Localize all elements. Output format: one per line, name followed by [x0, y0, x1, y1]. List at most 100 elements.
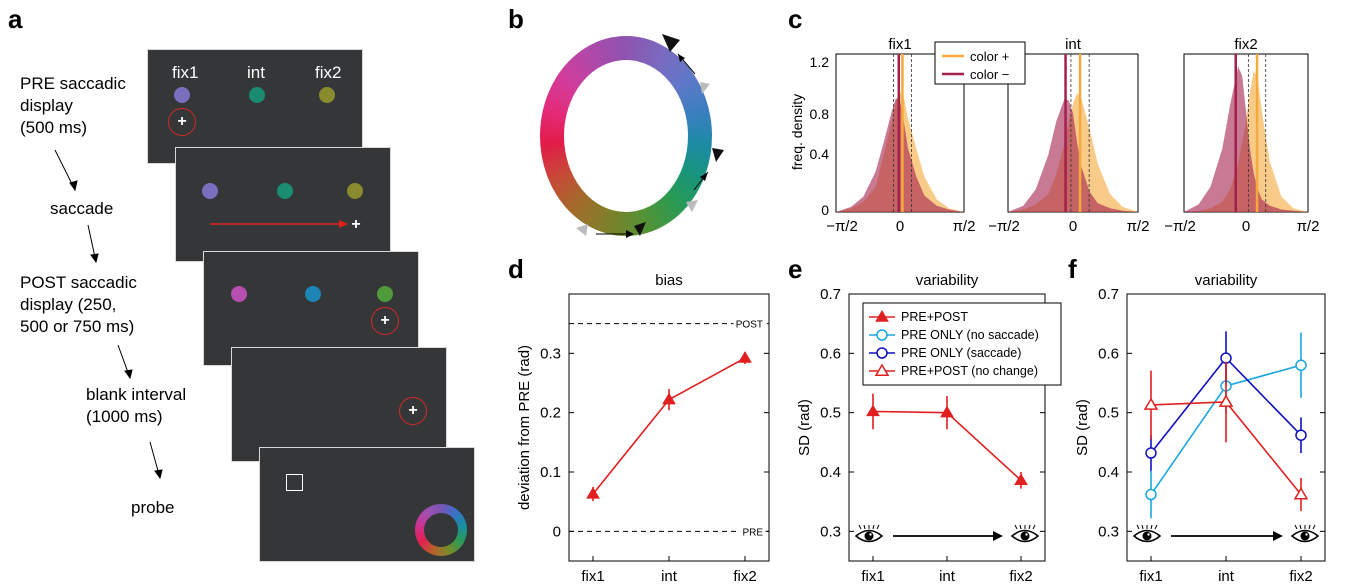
legend-entry: PRE ONLY (no saccade) — [901, 328, 1039, 342]
screen-pre-display: fix1 int fix2 + — [147, 49, 363, 164]
subplot-title: fix1 — [888, 36, 911, 53]
ytick-label: 0.3 — [820, 523, 841, 540]
xtick-label: π/2 — [1297, 218, 1320, 235]
point-marker — [876, 329, 888, 341]
xtick-label: fix1 — [581, 568, 604, 585]
subplot-title: int — [1065, 36, 1082, 53]
density-minus — [1184, 66, 1308, 212]
ytick-label: 0.7 — [1098, 286, 1119, 303]
chart-title: bias — [655, 272, 683, 289]
y-axis-label: deviation from PRE (rad) — [516, 345, 533, 510]
legend-entry: PRE+POST — [901, 310, 968, 324]
panel-label-e: e — [788, 254, 803, 284]
step-blank-interval: blank interval (1000 ms) — [86, 385, 187, 426]
chart-title: variability — [1195, 272, 1258, 289]
c-legend: color + color − — [934, 41, 1026, 85]
legend-entry: PRE+POST (no change) — [901, 364, 1038, 378]
marker-gray-bottom — [576, 224, 588, 236]
ytick-label: 0.2 — [540, 405, 561, 422]
xtick-label: fix1 — [861, 568, 884, 585]
legend-color-plus: color + — [970, 49, 1009, 64]
ytick-label: 0.6 — [820, 345, 841, 362]
post-dot-fix1 — [231, 286, 247, 302]
post-dot-fix2 — [377, 286, 393, 302]
post-dot-int — [305, 286, 321, 302]
point-marker — [874, 363, 890, 376]
series-pre-post — [866, 393, 1028, 489]
point-marker — [1143, 397, 1159, 410]
screen-post-display: + — [203, 251, 419, 366]
xtick-label: fix2 — [1009, 568, 1032, 585]
probe-color-wheel — [415, 504, 467, 556]
step-arrows — [54, 149, 163, 480]
distribution-int: int −π/2 0 π/2 — [988, 36, 1149, 235]
saccade-dot-fix1 — [202, 183, 218, 199]
eye-icon — [1132, 524, 1162, 543]
xtick-label: −π/2 — [826, 218, 858, 235]
ytick-label: 0.7 — [820, 286, 841, 303]
saccade-dot-fix2 — [347, 183, 363, 199]
marker-dark-top — [662, 34, 680, 52]
ytick-label: 0.3 — [1098, 523, 1119, 540]
saccade-arrow — [210, 220, 348, 228]
ytick-label: 0.3 — [540, 345, 561, 362]
c-ytick-3: 1.2 — [810, 54, 830, 70]
step-saccade: saccade — [50, 199, 114, 218]
post-fixation-cross: + — [380, 312, 390, 329]
arrowhead — [1273, 531, 1283, 541]
c-ytick-1: 0.4 — [810, 146, 830, 162]
screen-label-int: int — [247, 63, 265, 82]
screen-saccade: + — [175, 147, 391, 262]
point-marker — [1145, 488, 1157, 501]
panel-label-f: f — [1068, 254, 1077, 284]
point-marker — [738, 351, 752, 363]
xtick-label: 0 — [1069, 218, 1077, 235]
xtick-label: int — [1218, 568, 1235, 585]
blank-fixation-ring — [399, 397, 427, 425]
xtick-label: fix1 — [1139, 568, 1162, 585]
ytick-label: 0.4 — [820, 464, 841, 481]
point-marker — [940, 405, 954, 418]
ytick-label: 0 — [553, 523, 561, 540]
marker-dark-bottom — [634, 222, 646, 236]
marker-gray-top — [700, 82, 710, 94]
point-marker — [866, 404, 880, 417]
ytick-label: 0.6 — [1098, 345, 1119, 362]
point-marker — [1295, 359, 1307, 371]
density-minus — [1008, 98, 1138, 212]
legend-color-minus: color − — [970, 67, 1009, 82]
panel-label-c: c — [788, 4, 803, 34]
xtick-label: fix2 — [733, 568, 756, 585]
xtick-label: int — [939, 568, 956, 585]
c-ytick-0: 0 — [821, 202, 829, 218]
distribution-fix1: fix1 −π/2 0 π/2 — [826, 36, 975, 235]
series-legend: PRE+POST PRE ONLY (no saccade) PRE ONLY (s… — [862, 302, 1062, 386]
eye-icon — [854, 524, 884, 543]
subplot-title: fix2 — [1234, 36, 1257, 53]
xtick-label: 0 — [1242, 218, 1250, 235]
point-marker — [1218, 394, 1234, 407]
color-wheel — [540, 36, 712, 236]
ytick-label: 0.1 — [540, 464, 561, 481]
ytick-label: 0.5 — [1098, 405, 1119, 422]
variability-chart-f: variability SD (rad) 0.3 0.4 0.5 0.6 0.7 fix1 in… — [1074, 272, 1326, 585]
xtick-label: −π/2 — [988, 218, 1020, 235]
c-ylabel: freq. density — [789, 94, 805, 170]
ytick-label: 0.4 — [1098, 464, 1119, 481]
xtick-label: π/2 — [953, 218, 976, 235]
xtick-label: fix2 — [1289, 568, 1312, 585]
screen-probe — [259, 447, 475, 562]
pre-dot-fix2 — [319, 87, 335, 103]
series-bias — [586, 351, 752, 502]
panel-label-b: b — [508, 4, 524, 34]
distribution-fix2: fix2 −π/2 0 π/2 — [1164, 36, 1319, 235]
saccade-dot-int — [277, 183, 293, 199]
legend-entry: PRE ONLY (saccade) — [901, 346, 1021, 360]
point-marker — [1014, 473, 1028, 486]
color-wheel-markers — [576, 34, 724, 238]
pre-dot-int — [249, 87, 265, 103]
point-marker — [662, 392, 676, 405]
step-post-display: POST saccadic display (250, 500 or 750 m… — [20, 273, 137, 336]
screen-blank: + — [231, 347, 447, 462]
series-pre-post-no-change- — [1143, 361, 1309, 512]
